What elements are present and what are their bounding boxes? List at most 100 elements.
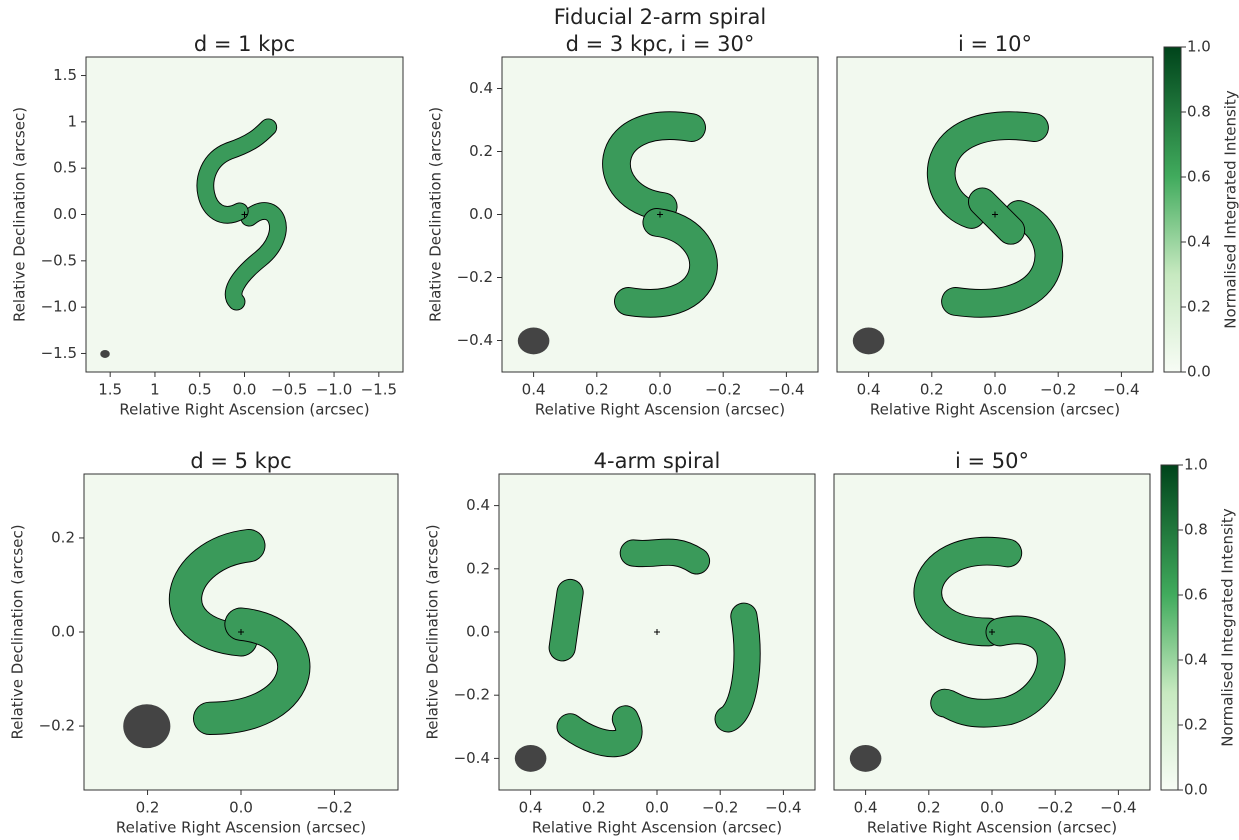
emission-arm <box>927 112 1048 228</box>
panel-title: d = 1 kpc <box>194 32 295 56</box>
x-tick-label: 0.0 <box>229 799 253 817</box>
emission-arm <box>603 112 706 221</box>
colorbar-tick-label: 0.0 <box>1187 363 1211 381</box>
beam <box>123 704 171 749</box>
x-tick-label: 0.4 <box>522 381 546 399</box>
y-tick-label: 0.2 <box>466 559 490 577</box>
center-marker <box>241 211 248 218</box>
colorbar-tick-label: 0.2 <box>1184 716 1208 734</box>
colorbar-tick-label: 0.8 <box>1187 103 1211 121</box>
colorbar-label: Normalised Integrated Intensity <box>1219 508 1237 747</box>
y-axis-label: Relative Declination (arcsec) <box>11 107 29 322</box>
emission-arm <box>715 603 760 732</box>
colorbar-tick-label: 0.4 <box>1184 651 1208 669</box>
colorbar-label: Normalised Integrated Intensity <box>1222 90 1239 329</box>
emission-arm <box>549 579 583 661</box>
x-tick-label: 0.2 <box>136 799 160 817</box>
x-tick-label: −0.2 <box>1037 799 1073 817</box>
y-axis-label: Relative Declination (arcsec) <box>9 524 27 739</box>
x-tick-label: 0.0 <box>983 381 1007 399</box>
emission-arm <box>557 706 642 757</box>
y-tick-label: 0.2 <box>469 142 493 160</box>
emission-arm <box>942 201 1063 317</box>
emission <box>913 536 1066 728</box>
x-axis-label: Relative Right Ascension (arcsec) <box>535 401 785 419</box>
panel-title: i = 50° <box>955 449 1029 473</box>
panel-title: 4-arm spiral <box>594 449 721 473</box>
y-tick-label: 0.0 <box>51 623 75 641</box>
x-tick-label: 0.2 <box>585 381 609 399</box>
x-tick-label: −0.4 <box>765 799 801 817</box>
x-tick-label: 0.5 <box>188 381 212 399</box>
beam <box>100 350 110 358</box>
y-tick-label: −0.2 <box>39 717 75 735</box>
panel-title: i = 10° <box>958 32 1032 56</box>
y-tick-label: 0.2 <box>51 528 75 546</box>
x-axis-label: Relative Right Ascension (arcsec) <box>867 819 1117 837</box>
colorbar-tick-label: 1.0 <box>1184 456 1208 474</box>
x-tick-label: 1.5 <box>98 381 122 399</box>
x-axis-label: Relative Right Ascension (arcsec) <box>116 819 366 837</box>
x-tick-label: −0.2 <box>702 799 738 817</box>
colorbar <box>1163 46 1182 373</box>
y-tick-label: −0.2 <box>454 686 490 704</box>
colorbar-tick-label: 0.4 <box>1187 233 1211 251</box>
emission-arm <box>169 529 265 656</box>
y-tick-label: −0.4 <box>454 749 490 767</box>
beam <box>514 744 547 772</box>
x-axis-label: Relative Right Ascension (arcsec) <box>532 819 782 837</box>
x-tick-label: −0.2 <box>316 799 352 817</box>
y-tick-label: 0.4 <box>469 79 493 97</box>
x-axis-label: Relative Right Ascension (arcsec) <box>119 401 369 419</box>
x-tick-label: 0.4 <box>854 799 878 817</box>
x-tick-label: −1.5 <box>361 381 397 399</box>
y-tick-label: −0.2 <box>457 268 493 286</box>
center-marker <box>992 211 998 218</box>
center-marker <box>238 629 244 635</box>
colorbar <box>1160 464 1179 791</box>
figure-title: Fiducial 2-arm spiral <box>554 5 766 29</box>
x-tick-label: −0.4 <box>1103 381 1139 399</box>
emission <box>168 529 311 735</box>
colorbar-tick-label: 0.0 <box>1184 781 1208 799</box>
emission <box>602 111 718 318</box>
x-tick-label: 0.4 <box>519 799 543 817</box>
x-axis-label: Relative Right Ascension (arcsec) <box>870 401 1120 419</box>
x-tick-label: −0.2 <box>1040 381 1076 399</box>
colorbar-tick-label: 1.0 <box>1187 38 1211 56</box>
emission <box>926 111 1064 318</box>
panel-title: d = 3 kpc, i = 30° <box>566 32 755 56</box>
x-tick-label: −1.0 <box>316 381 352 399</box>
y-tick-label: −0.4 <box>457 331 493 349</box>
x-tick-label: −0.4 <box>768 381 804 399</box>
x-tick-label: −0.2 <box>705 381 741 399</box>
y-tick-label: 1 <box>67 112 77 130</box>
emission-arm <box>193 608 310 735</box>
colorbar-tick-label: 0.6 <box>1187 168 1211 186</box>
x-tick-label: 0.0 <box>645 799 669 817</box>
y-axis-label: Relative Declination (arcsec) <box>424 524 442 739</box>
beam <box>852 327 885 355</box>
x-tick-label: 0.2 <box>920 381 944 399</box>
y-tick-label: 0.4 <box>466 496 490 514</box>
x-tick-label: −0.5 <box>271 381 307 399</box>
y-tick-label: −1.5 <box>41 344 77 362</box>
emission-arm <box>914 537 1022 646</box>
colorbar-tick-label: 0.2 <box>1187 298 1211 316</box>
colorbar-tick-label: 0.8 <box>1184 521 1208 539</box>
x-tick-label: 0.0 <box>980 799 1004 817</box>
x-tick-label: 1 <box>150 381 160 399</box>
center-marker <box>989 629 995 635</box>
center-marker <box>657 211 663 218</box>
emission-arm <box>968 188 1025 244</box>
emission-arm <box>931 616 1065 727</box>
y-tick-label: 0.0 <box>469 205 493 223</box>
x-tick-label: 0.4 <box>857 381 881 399</box>
center-marker <box>654 629 660 635</box>
x-tick-label: 0.2 <box>582 799 606 817</box>
colorbar-tick-label: 0.6 <box>1184 586 1208 604</box>
y-tick-label: −0.5 <box>41 251 77 269</box>
emission-arm <box>225 203 286 310</box>
emission <box>196 118 287 311</box>
